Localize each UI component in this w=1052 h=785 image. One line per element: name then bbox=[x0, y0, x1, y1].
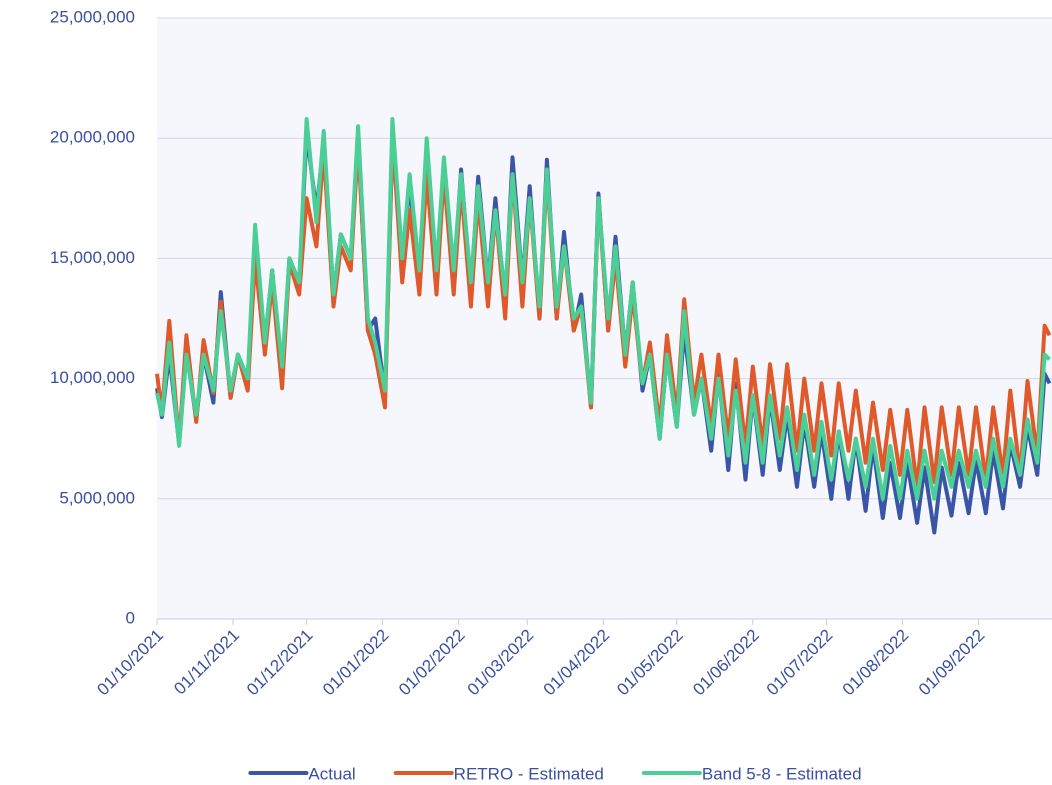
x-tick-label: 01/08/2022 bbox=[839, 626, 913, 700]
y-tick-label: 25,000,000 bbox=[50, 7, 135, 26]
x-tick-label: 01/03/2022 bbox=[464, 626, 538, 700]
x-tick-label: 01/06/2022 bbox=[689, 626, 763, 700]
y-tick-label: 5,000,000 bbox=[59, 488, 135, 507]
x-tick-label: 01/04/2022 bbox=[540, 626, 614, 700]
y-tick-label: 10,000,000 bbox=[50, 368, 135, 387]
x-tick-label: 01/10/2021 bbox=[93, 626, 167, 700]
x-tick-label: 01/12/2021 bbox=[243, 626, 317, 700]
x-tick-label: 01/02/2022 bbox=[395, 626, 469, 700]
series-line bbox=[155, 117, 1051, 501]
y-tick-label: 0 bbox=[126, 608, 135, 627]
y-tick-label: 15,000,000 bbox=[50, 248, 135, 267]
x-tick-label: 01/01/2022 bbox=[319, 626, 393, 700]
legend-label: Band 5-8 - Estimated bbox=[702, 764, 862, 783]
legend-label: Actual bbox=[308, 764, 355, 783]
x-tick-label: 01/07/2022 bbox=[763, 626, 837, 700]
y-tick-label: 20,000,000 bbox=[50, 128, 135, 147]
x-tick-label: 01/05/2022 bbox=[613, 626, 687, 700]
x-tick-label: 01/09/2022 bbox=[915, 626, 989, 700]
x-tick-label: 01/11/2021 bbox=[170, 626, 243, 699]
legend-label: RETRO - Estimated bbox=[454, 764, 604, 783]
plot-area bbox=[157, 18, 1052, 619]
